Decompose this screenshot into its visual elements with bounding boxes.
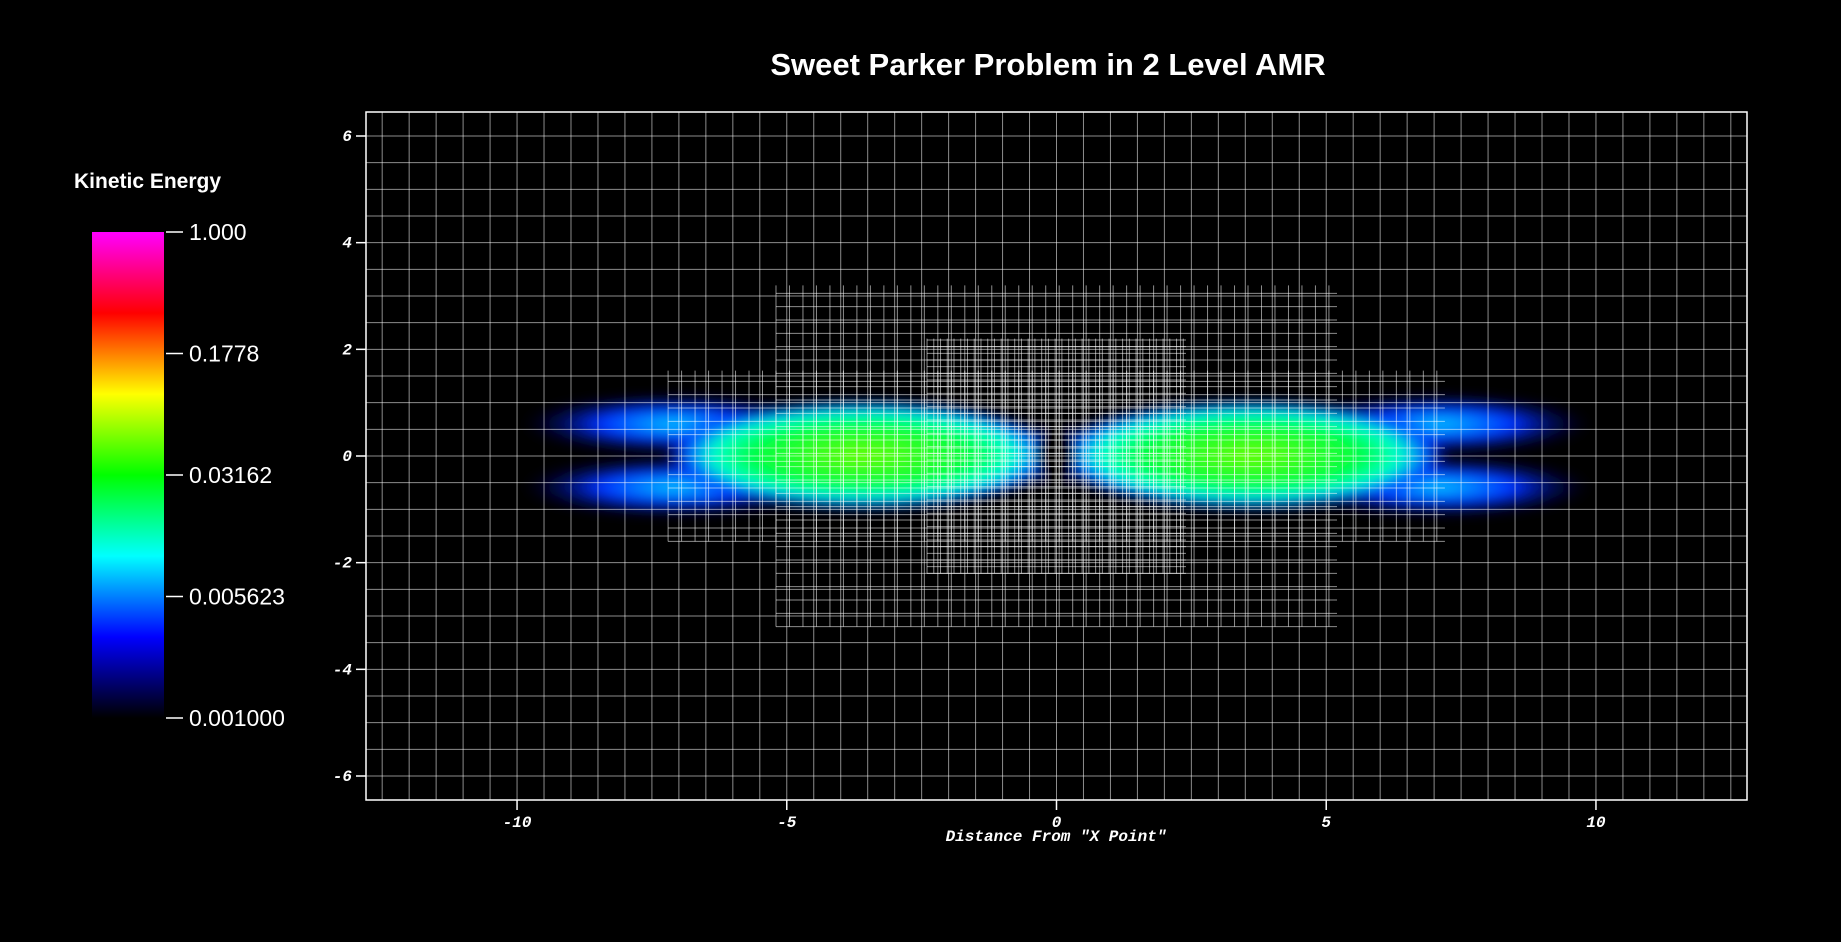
colorbar-title: Kinetic Energy bbox=[74, 170, 221, 193]
y-tick-label: -4 bbox=[333, 661, 353, 679]
y-tick-label: 0 bbox=[342, 448, 352, 466]
colorbar-tick-label: 0.005623 bbox=[189, 584, 285, 610]
colorbar-tick-label: 1.000 bbox=[189, 219, 247, 245]
y-tick-label: 4 bbox=[342, 235, 352, 253]
y-tick-label: -6 bbox=[333, 768, 353, 786]
x-tick-label: 5 bbox=[1321, 814, 1331, 832]
y-tick-label: 6 bbox=[342, 128, 352, 146]
y-tick-label: 2 bbox=[342, 341, 352, 359]
x-tick-label: -5 bbox=[777, 814, 797, 832]
colorbar bbox=[92, 232, 164, 718]
chart-title: Sweet Parker Problem in 2 Level AMR bbox=[770, 47, 1325, 82]
x-tick-label: -10 bbox=[503, 814, 532, 832]
x-axis-label: Distance From "X Point" bbox=[946, 828, 1167, 846]
y-tick-label: -2 bbox=[333, 555, 353, 573]
x-tick-label: 10 bbox=[1586, 814, 1606, 832]
x-tick-label: 0 bbox=[1052, 814, 1062, 832]
colorbar-tick-label: 0.1778 bbox=[189, 341, 259, 367]
colorbar-tick-label: 0.001000 bbox=[189, 705, 285, 731]
colorbar-tick-label: 0.03162 bbox=[189, 462, 272, 488]
field bbox=[366, 112, 1747, 800]
